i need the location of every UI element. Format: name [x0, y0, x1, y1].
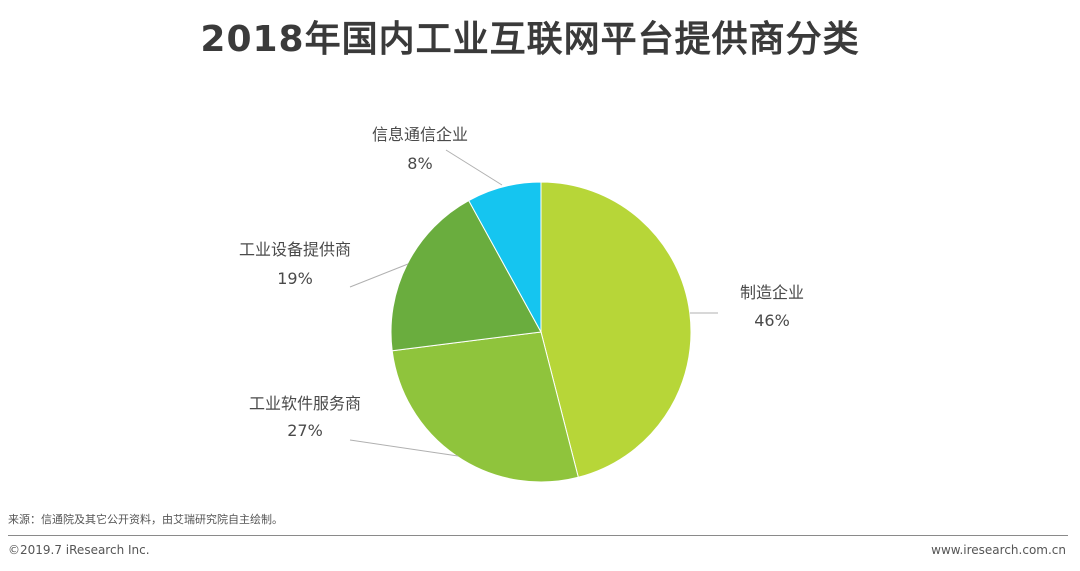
website-link[interactable]: www.iresearch.com.cn: [931, 543, 1066, 557]
pie-slice-1: [540, 181, 692, 478]
slice-value-label: 19%: [277, 269, 313, 288]
footer-divider: [8, 535, 1068, 536]
leader-line-4: [445, 149, 503, 186]
chart-title: 2018年国内工业互联网平台提供商分类: [200, 19, 860, 60]
pie-slice-4: [468, 181, 542, 333]
leader-line-2: [349, 439, 459, 457]
source-note: 来源：信通院及其它公开资料，由艾瑞研究院自主绘制。: [8, 513, 283, 526]
copyright-text: ©2019.7 iResearch Inc.: [8, 543, 150, 557]
slice-category-label: 工业设备提供商: [239, 240, 351, 259]
slice-value-label: 8%: [407, 154, 432, 173]
slice-category-label: 工业软件服务商: [249, 394, 361, 413]
slice-value-label: 27%: [287, 421, 323, 440]
slice-value-label: 46%: [754, 311, 790, 330]
leader-line-3: [349, 263, 409, 288]
slice-category-label: 制造企业: [740, 283, 804, 302]
slice-category-label: 信息通信企业: [372, 125, 468, 144]
